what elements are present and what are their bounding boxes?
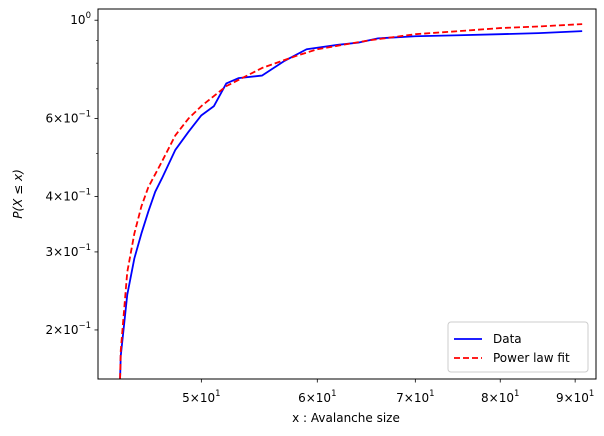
y-tick-label: 100 <box>70 11 91 27</box>
legend-box <box>447 321 589 373</box>
x-tick-label: 7×101 <box>396 389 434 405</box>
ticks <box>94 19 576 383</box>
x-tick-label: 6×101 <box>298 389 336 405</box>
legend-label-fit: Power law fit <box>493 351 570 365</box>
y-tick-label: 6×10−1 <box>46 110 92 126</box>
y-tick-label: 4×10−1 <box>46 188 92 204</box>
plot-lines <box>119 23 583 380</box>
tick-labels: 5×101 6×101 7×101 8×101 9×101 2×10−1 3×10−1 4×1… <box>46 11 595 405</box>
y-tick-label: 2×10−1 <box>46 321 92 337</box>
series-line-data <box>119 30 583 380</box>
series-line-fit <box>119 23 583 380</box>
legend-label-data: Data <box>493 332 522 346</box>
x-axis-label: x : Avalanche size <box>292 411 400 425</box>
x-tick-label: 9×101 <box>556 389 594 405</box>
y-tick-label: 3×10−1 <box>46 243 92 259</box>
axes-frame <box>97 8 597 380</box>
x-tick-label: 5×101 <box>182 389 220 405</box>
x-tick-label: 8×101 <box>481 389 519 405</box>
legend: Data Power law fit <box>447 321 589 373</box>
y-axis-label: P(X ≤ x) <box>11 169 25 219</box>
